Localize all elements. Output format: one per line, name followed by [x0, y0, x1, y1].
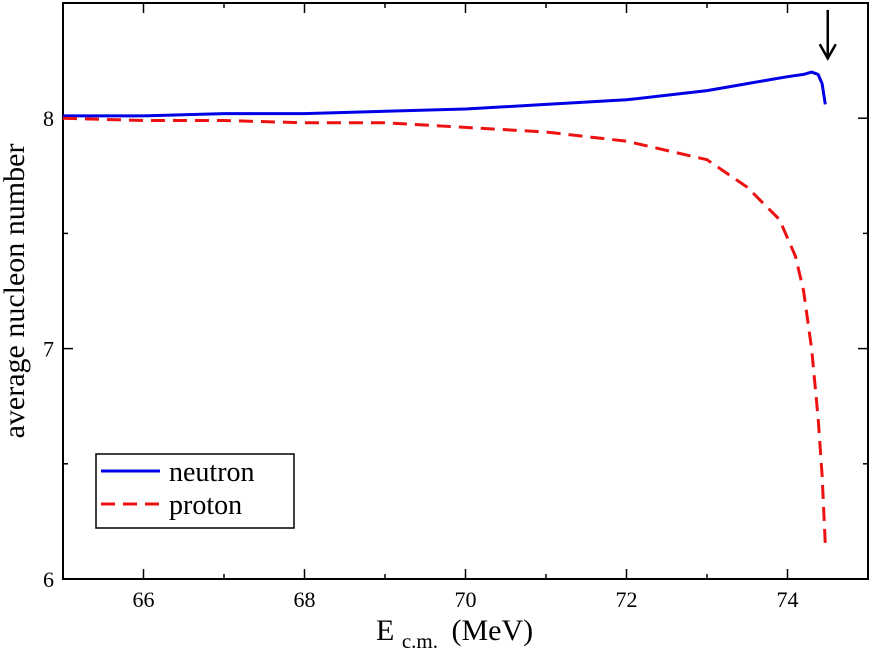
x-axis-label-main: E — [376, 614, 394, 647]
axis-ticks — [62, 2, 869, 580]
x-axis-label-subscript: c.m. — [402, 629, 438, 653]
legend-label-proton: proton — [169, 490, 242, 521]
legend-label-neutron: neutron — [169, 457, 255, 488]
x-tick-label: 74 — [777, 587, 799, 612]
y-tick-label: 8 — [43, 106, 54, 131]
series-layer — [62, 70, 827, 545]
x-tick-label: 70 — [455, 587, 477, 612]
tick-labels: 66 68 70 72 74 6 7 8 — [43, 106, 799, 612]
down-arrow-icon — [818, 43, 837, 61]
x-tick-label: 68 — [294, 587, 316, 612]
x-axis-label-unit: (MeV) — [451, 614, 533, 647]
y-axis-label: average nucleon number — [0, 144, 31, 439]
legend: neutron proton — [95, 453, 295, 529]
series-line-proton — [62, 116, 827, 545]
x-axis-label: E c.m. (MeV) — [376, 614, 533, 654]
annotation-layer — [818, 9, 837, 61]
series-line-neutron — [63, 70, 827, 118]
legend-box — [95, 453, 295, 529]
y-tick-label: 6 — [43, 567, 54, 592]
x-tick-label: 66 — [133, 587, 155, 612]
y-tick-label: 7 — [43, 337, 54, 362]
x-tick-label: 72 — [616, 587, 638, 612]
